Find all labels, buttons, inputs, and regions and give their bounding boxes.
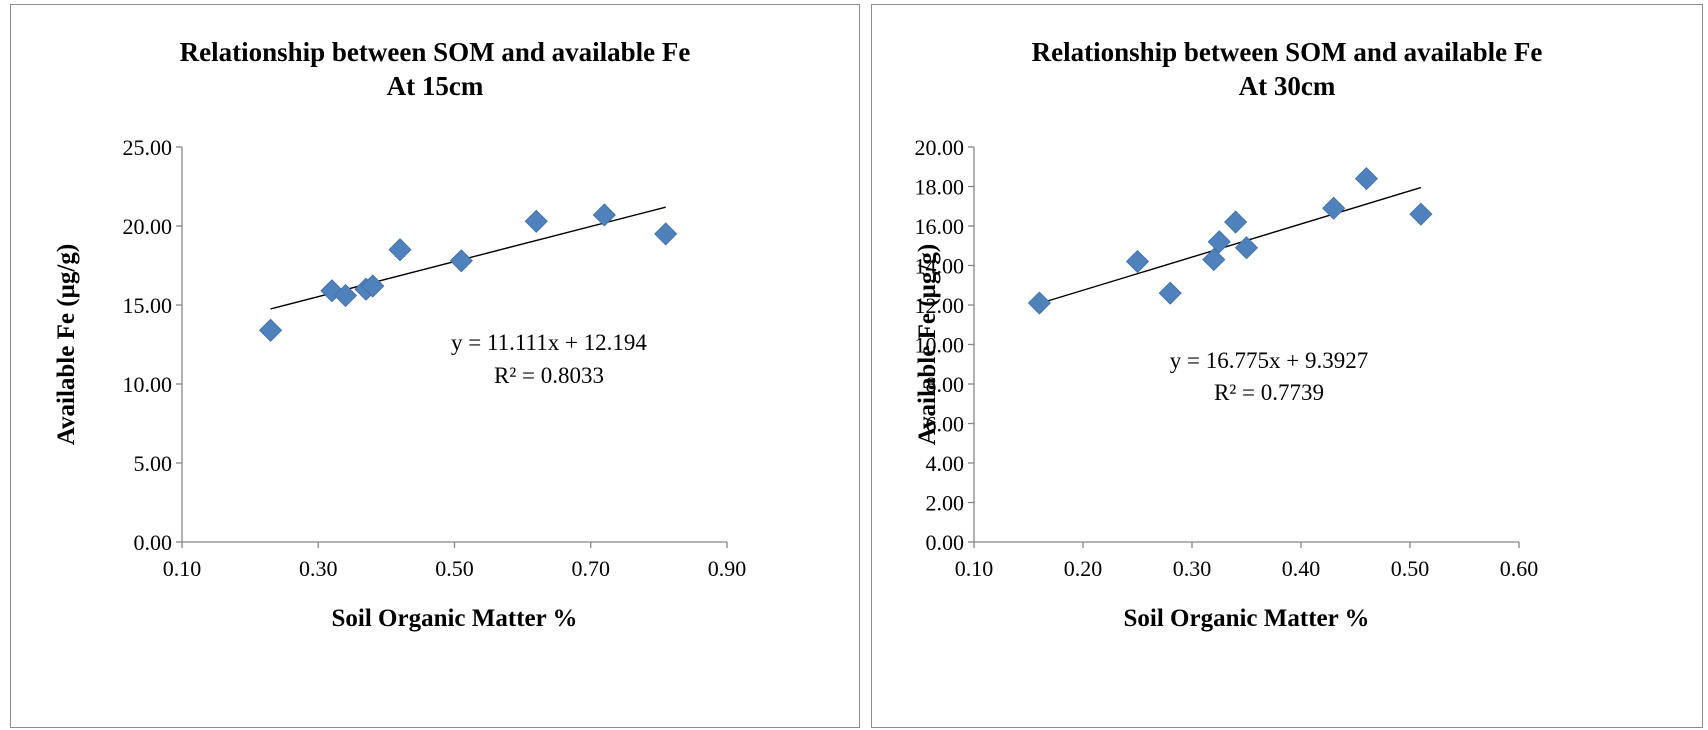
x-tick-label: 0.30 [1173, 556, 1212, 581]
x-axis-label: Soil Organic Matter % [331, 605, 577, 632]
scatter-plot-30cm: 0.00 2.00 4.00 6.00 8.00 10.00 12.00 14.00 16.00… [914, 135, 1539, 632]
x-axis-label: Soil Organic Matter % [1123, 605, 1369, 632]
chart-subtitle: At 15cm [386, 71, 484, 101]
x-tick-label: 0.10 [955, 556, 994, 581]
data-point [1207, 230, 1231, 254]
y-tick-label: 2.00 [926, 491, 965, 516]
data-point [1125, 249, 1150, 274]
data-point [1234, 236, 1259, 260]
data-point [258, 318, 283, 342]
data-point [1354, 167, 1378, 191]
y-axis-label: Available Fe (µg/g) [914, 244, 941, 445]
data-point [333, 283, 358, 308]
chart-panel-15cm: Relationship between SOM and available F… [10, 4, 860, 728]
chart-title: Relationship between SOM and available F… [179, 37, 691, 67]
data-point [1224, 210, 1248, 234]
data-point [1158, 281, 1182, 305]
y-tick-label: 6.00 [926, 412, 965, 437]
y-tick-label: 16.00 [915, 214, 965, 239]
x-tick-label: 0.30 [299, 556, 338, 581]
data-point [1202, 248, 1226, 272]
x-tick-label: 0.50 [1391, 556, 1430, 581]
x-tick-label: 0.60 [1500, 556, 1539, 581]
chart-title: Relationship between SOM and available F… [1031, 37, 1543, 67]
x-tick-label: 0.90 [708, 556, 747, 581]
chart-title-block: Relationship between SOM and available F… [11, 35, 859, 103]
chart-title-block: Relationship between SOM and available F… [872, 35, 1702, 103]
scatter-plot-15cm: 0.00 5.00 10.00 15.00 20.00 25.00 0.10 0.30 0.50… [53, 135, 747, 632]
data-point [449, 249, 473, 273]
y-tick-label: 25.00 [123, 135, 173, 160]
y-tick-label: 4.00 [926, 451, 965, 476]
y-tick-label: 15.00 [123, 293, 173, 318]
y-tick-label: 5.00 [134, 451, 173, 476]
chart-panel-30cm: Relationship between SOM and available F… [871, 4, 1703, 728]
data-point [1409, 202, 1433, 226]
y-tick-label: 10.00 [123, 372, 173, 397]
data-point [592, 203, 616, 227]
y-tick-label: 18.00 [915, 175, 965, 200]
chart-subtitle: At 30cm [1238, 71, 1336, 101]
trendline [1039, 186, 1422, 305]
x-tick-label: 0.10 [163, 556, 202, 581]
trendline-equation: y = 16.775x + 9.3927 [1170, 348, 1368, 373]
y-tick-label: 20.00 [915, 135, 965, 160]
r-squared-label: R² = 0.8033 [494, 363, 604, 388]
y-tick-label: 20.00 [123, 214, 173, 239]
x-tick-label: 0.70 [572, 556, 611, 581]
data-point [654, 222, 678, 246]
data-point [1322, 196, 1346, 220]
y-tick-label: 8.00 [926, 372, 965, 397]
x-tick-label: 0.50 [435, 556, 474, 581]
r-squared-label: R² = 0.7739 [1214, 380, 1324, 405]
trendline-equation: y = 11.111x + 12.194 [451, 330, 647, 355]
y-tick-label: 10.00 [915, 333, 965, 358]
data-point [524, 209, 548, 233]
data-point [361, 274, 385, 298]
data-point [1027, 291, 1051, 315]
y-axis-label: Available Fe (µg/g) [53, 244, 80, 445]
y-tick-label: 12.00 [915, 293, 965, 318]
x-tick-label: 0.20 [1064, 556, 1103, 581]
data-point [388, 238, 412, 262]
x-tick-label: 0.40 [1282, 556, 1321, 581]
y-tick-label: 0.00 [134, 530, 173, 555]
y-tick-label: 0.00 [926, 530, 965, 555]
y-tick-label: 14.00 [915, 254, 965, 279]
